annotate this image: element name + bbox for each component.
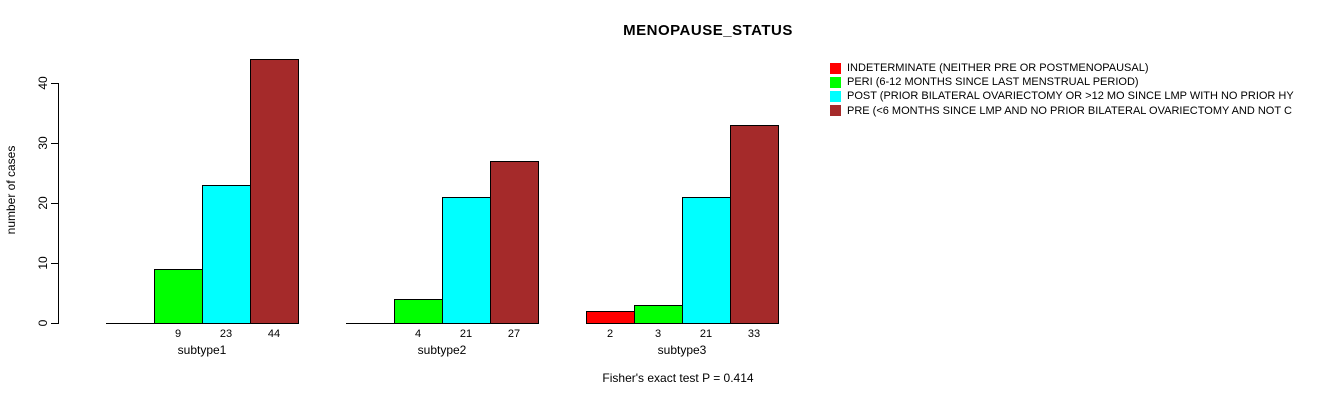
bar-value-label: 21 xyxy=(699,328,713,340)
legend-swatch-icon xyxy=(830,62,841,74)
legend-item: POST (PRIOR BILATERAL OVARIECTOMY OR >12… xyxy=(830,90,1294,102)
legend-item: INDETERMINATE (NEITHER PRE OR POSTMENOPA… xyxy=(830,62,1149,74)
y-tick-label: 0 xyxy=(36,319,50,327)
stat-annotation: Fisher's exact test P = 0.414 xyxy=(602,371,754,385)
bar-series4-subtype1 xyxy=(250,59,299,324)
x-category-label-subtype1: subtype1 xyxy=(177,343,227,357)
bar-value-label: 3 xyxy=(654,328,662,340)
legend-swatch-icon xyxy=(830,90,841,102)
legend-item: PRE (<6 MONTHS SINCE LMP AND NO PRIOR BI… xyxy=(830,105,1292,117)
y-tick-label: 20 xyxy=(36,196,50,210)
y-tick-mark xyxy=(51,203,58,204)
x-category-label-subtype3: subtype3 xyxy=(657,343,707,357)
y-axis-title: number of cases xyxy=(4,145,18,235)
legend-swatch-icon xyxy=(830,76,841,88)
y-tick-label: 10 xyxy=(36,256,50,270)
bar-series3-subtype3 xyxy=(682,197,731,324)
legend-item: PERI (6-12 MONTHS SINCE LAST MENSTRUAL P… xyxy=(830,76,1139,88)
bar-value-label: 4 xyxy=(414,328,422,340)
legend-label: POST (PRIOR BILATERAL OVARIECTOMY OR >12… xyxy=(847,90,1294,103)
legend-label: PERI (6-12 MONTHS SINCE LAST MENSTRUAL P… xyxy=(847,76,1139,89)
bar-series3-subtype1 xyxy=(202,185,251,324)
bar-value-label: 9 xyxy=(174,328,182,340)
legend-swatch-icon xyxy=(830,105,841,117)
bar-series1-subtype1 xyxy=(106,323,155,324)
y-tick-mark xyxy=(51,143,58,144)
y-tick-mark xyxy=(51,263,58,264)
y-tick-label: 40 xyxy=(36,76,50,90)
bar-value-label: 27 xyxy=(507,328,521,340)
legend-label: INDETERMINATE (NEITHER PRE OR POSTMENOPA… xyxy=(847,62,1149,74)
bar-value-label: 2 xyxy=(606,328,614,340)
bar-series3-subtype2 xyxy=(442,197,491,324)
chart-title: MENOPAUSE_STATUS xyxy=(623,22,793,39)
bar-series1-subtype3 xyxy=(586,311,635,324)
bar-value-label: 44 xyxy=(267,328,281,340)
bar-series2-subtype3 xyxy=(634,305,683,324)
bar-value-label: 23 xyxy=(219,328,233,340)
bar-value-label: 33 xyxy=(747,328,761,340)
x-category-label-subtype2: subtype2 xyxy=(417,343,467,357)
y-tick-mark xyxy=(51,83,58,84)
y-tick-label: 30 xyxy=(36,136,50,150)
y-axis-line xyxy=(58,83,59,324)
bar-series4-subtype2 xyxy=(490,161,539,324)
bar-series2-subtype1 xyxy=(154,269,203,324)
bar-series2-subtype2 xyxy=(394,299,443,324)
bar-series4-subtype3 xyxy=(730,125,779,324)
bar-series1-subtype2 xyxy=(346,323,395,324)
bar-value-label: 21 xyxy=(459,328,473,340)
y-tick-mark xyxy=(51,323,58,324)
legend-label: PRE (<6 MONTHS SINCE LMP AND NO PRIOR BI… xyxy=(847,104,1292,117)
